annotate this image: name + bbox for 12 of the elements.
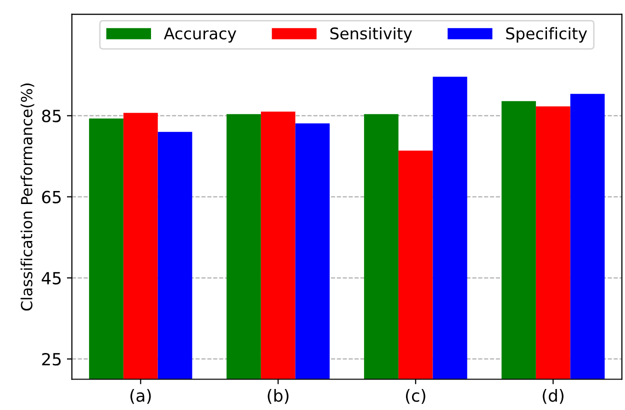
x-tick-label: (c) [406, 388, 426, 404]
x-tick-label: (d) [542, 388, 564, 404]
y-tick-label: 25 [42, 352, 61, 366]
y-axis-title: Classification Performance(%) [20, 84, 34, 311]
x-tick-label: (b) [268, 388, 288, 404]
legend-label: Accuracy [164, 28, 236, 43]
y-tick-label: 45 [42, 272, 61, 284]
x-tick-label: (a) [130, 388, 151, 404]
y-tick-label: 65 [42, 190, 61, 204]
legend-label: Specificity [506, 27, 587, 43]
legend-label: Sensitivity [330, 27, 412, 43]
y-tick-label: 85 [42, 110, 61, 122]
